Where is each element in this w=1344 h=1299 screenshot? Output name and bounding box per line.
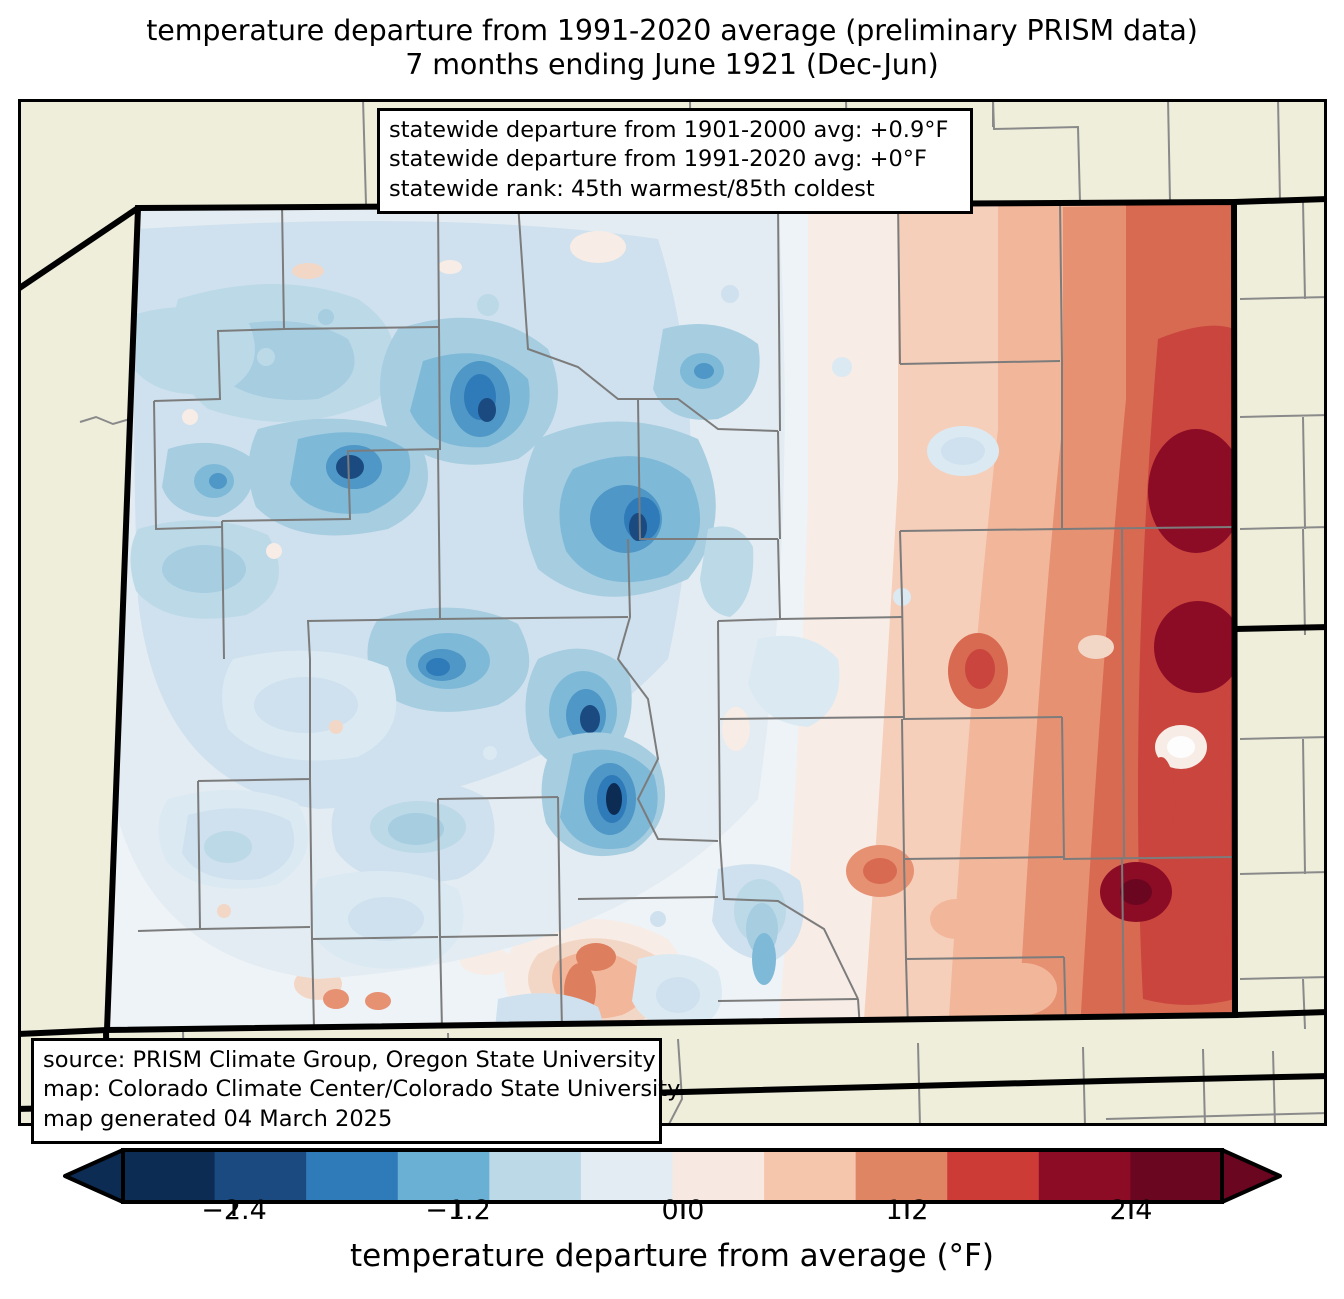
stats-line-3: statewide rank: 45th warmest/85th coldes… bbox=[389, 175, 875, 202]
colorbar-segment bbox=[397, 1150, 490, 1202]
colorbar-tick-label: −2.4 bbox=[201, 1195, 267, 1226]
source-credit-box: source: PRISM Climate Group, Oregon Stat… bbox=[31, 1038, 681, 1144]
colorbar-axis-label: temperature departure from average (°F) bbox=[350, 1238, 994, 1274]
colorbar-tick-label: 1.2 bbox=[885, 1195, 929, 1226]
page-title: temperature departure from 1991-2020 ave… bbox=[0, 14, 1344, 81]
colorbar-segment bbox=[580, 1150, 674, 1202]
colorbar-ticks bbox=[232, 1202, 1133, 1216]
colorbar-segment bbox=[489, 1150, 582, 1202]
colorbar-segment bbox=[306, 1150, 399, 1202]
statewide-stats-box: statewide departure from 1901-2000 avg: … bbox=[377, 108, 973, 214]
colorado-temperature-departure-map bbox=[21, 102, 1324, 1123]
colorbar-tick-labels: −2.4 −1.2 0.0 1.2 2.4 bbox=[0, 1195, 1344, 1235]
stats-line-2: statewide departure from 1991-2020 avg: … bbox=[389, 146, 927, 173]
colorbar-segment bbox=[764, 1150, 857, 1202]
stats-line-1: statewide departure from 1901-2000 avg: … bbox=[389, 117, 949, 143]
colorbar-tick-label: 2.4 bbox=[1109, 1195, 1153, 1226]
colorbar-segment bbox=[123, 1150, 216, 1202]
title-line-2: 7 months ending June 1921 (Dec-Jun) bbox=[405, 47, 939, 81]
colorbar-segment bbox=[855, 1150, 948, 1202]
source-line-2: map: Colorado Climate Center/Colorado St… bbox=[43, 1076, 681, 1103]
colorbar-segment bbox=[672, 1150, 765, 1202]
title-line-1: temperature departure from 1991-2020 ave… bbox=[146, 14, 1198, 47]
colorbar-segment bbox=[947, 1150, 1040, 1202]
temperature-field bbox=[107, 202, 1235, 1030]
colorbar-outline bbox=[121, 1148, 1224, 1204]
colorbar-segment bbox=[1130, 1150, 1223, 1202]
colorbar-segment bbox=[214, 1150, 307, 1202]
colorbar-segment bbox=[1038, 1150, 1132, 1202]
colorbar bbox=[0, 1146, 1344, 1299]
map-panel bbox=[18, 99, 1327, 1126]
colorbar-tick-label: −1.2 bbox=[425, 1195, 491, 1226]
colorbar-tick-label: 0.0 bbox=[661, 1195, 705, 1226]
source-line-1: source: PRISM Climate Group, Oregon Stat… bbox=[43, 1047, 656, 1073]
source-line-3: map generated 04 March 2025 bbox=[43, 1105, 393, 1132]
colorbar-swatches bbox=[63, 1148, 1282, 1216]
